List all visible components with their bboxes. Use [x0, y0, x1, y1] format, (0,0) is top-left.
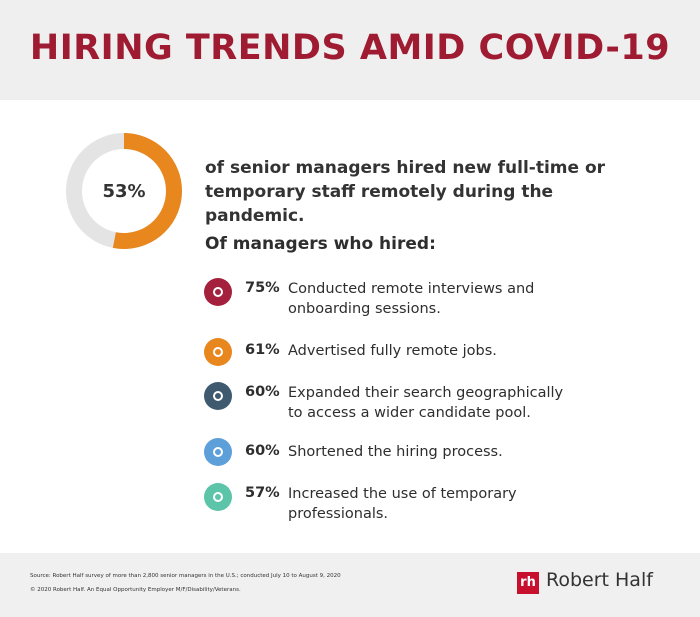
icon — [204, 278, 232, 306]
headline-text: of senior managers hired new full-time o… — [205, 158, 606, 226]
icon — [204, 438, 232, 466]
source-note: Source: Robert Half survey of more than … — [30, 573, 341, 579]
title: HIRING TRENDS AMID COVID-19 — [29, 28, 671, 68]
footer-band — [0, 553, 700, 617]
icon — [204, 382, 232, 410]
item-text: Increased the use of temporary professio… — [288, 486, 517, 522]
item-text: Shortened the hiring process. — [288, 444, 503, 460]
icon — [204, 483, 232, 511]
subheading: Of managers who hired: — [205, 234, 436, 254]
item-percent: 61% — [245, 342, 280, 358]
item-text: Advertised fully remote jobs. — [288, 343, 497, 359]
item-percent: 60% — [245, 443, 280, 459]
donut-arc — [66, 133, 182, 249]
donut-label: 53% — [102, 181, 145, 202]
donut: 53% — [66, 133, 182, 249]
logo-mark: rh — [517, 572, 539, 594]
item-percent: 60% — [245, 384, 280, 400]
brand-name: Robert Half — [546, 569, 653, 591]
title-band — [0, 0, 700, 100]
copyright: © 2020 Robert Half. An Equal Opportunity… — [30, 587, 241, 593]
item-text: Expanded their search geographically to … — [288, 385, 564, 421]
item-percent: 57% — [245, 485, 280, 501]
item-percent: 75% — [245, 280, 280, 296]
icon — [204, 338, 232, 366]
item-text: Conducted remote interviews and onboardi… — [288, 281, 535, 317]
